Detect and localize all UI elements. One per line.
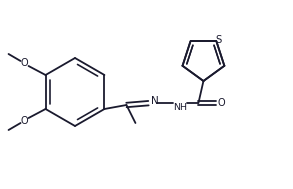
Text: O: O xyxy=(21,116,28,126)
Text: O: O xyxy=(21,58,28,68)
Text: N: N xyxy=(151,97,158,106)
Text: O: O xyxy=(218,98,225,108)
Text: NH: NH xyxy=(173,104,188,112)
Text: S: S xyxy=(215,35,222,45)
